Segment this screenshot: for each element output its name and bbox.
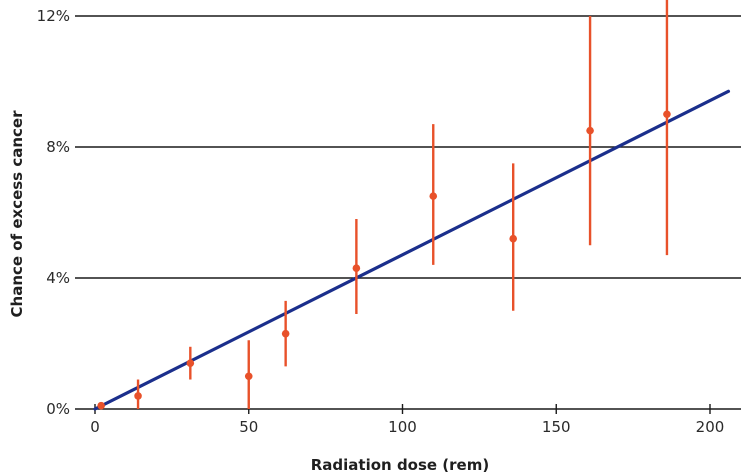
x-tick-label: 150: [542, 418, 571, 436]
x-tick-label: 50: [239, 418, 258, 436]
x-tick-label: 200: [696, 418, 725, 436]
data-point-9: [586, 16, 594, 246]
x-axis-title: Radiation dose (rem): [311, 456, 489, 474]
fit-layer: [93, 89, 731, 411]
data-marker: [509, 234, 517, 243]
data-marker: [186, 359, 195, 367]
y-tick-label: 12%: [37, 7, 70, 25]
axis-layer: 0% 4% 8% 12% 0 50 100 150 200: [37, 7, 725, 436]
data-point-6: [352, 219, 361, 315]
data-marker: [352, 264, 361, 272]
data-marker: [244, 372, 253, 381]
data-point-3: [186, 346, 195, 380]
data-marker: [429, 192, 438, 200]
data-point-5: [281, 300, 290, 367]
data-point-4: [244, 340, 253, 409]
data-point-1: [97, 401, 105, 410]
data-point-7: [429, 124, 438, 265]
points-layer: [97, 0, 671, 410]
data-marker: [281, 329, 290, 338]
y-axis-title: Chance of excess cancer: [8, 110, 26, 318]
data-point-8: [509, 163, 517, 311]
data-point-2: [134, 379, 142, 409]
data-marker: [134, 392, 142, 400]
y-tick-label: 4%: [46, 269, 70, 287]
x-tick-label: 100: [388, 418, 417, 436]
data-marker: [97, 401, 105, 410]
y-tick-label: 8%: [46, 138, 70, 156]
data-marker: [663, 110, 671, 119]
data-point-10: [663, 0, 671, 256]
data-marker: [586, 126, 594, 135]
x-tick-label: 0: [90, 418, 100, 436]
linear-fit-line: [93, 89, 731, 411]
y-tick-label: 0%: [46, 400, 70, 418]
grid-layer: [75, 15, 741, 410]
